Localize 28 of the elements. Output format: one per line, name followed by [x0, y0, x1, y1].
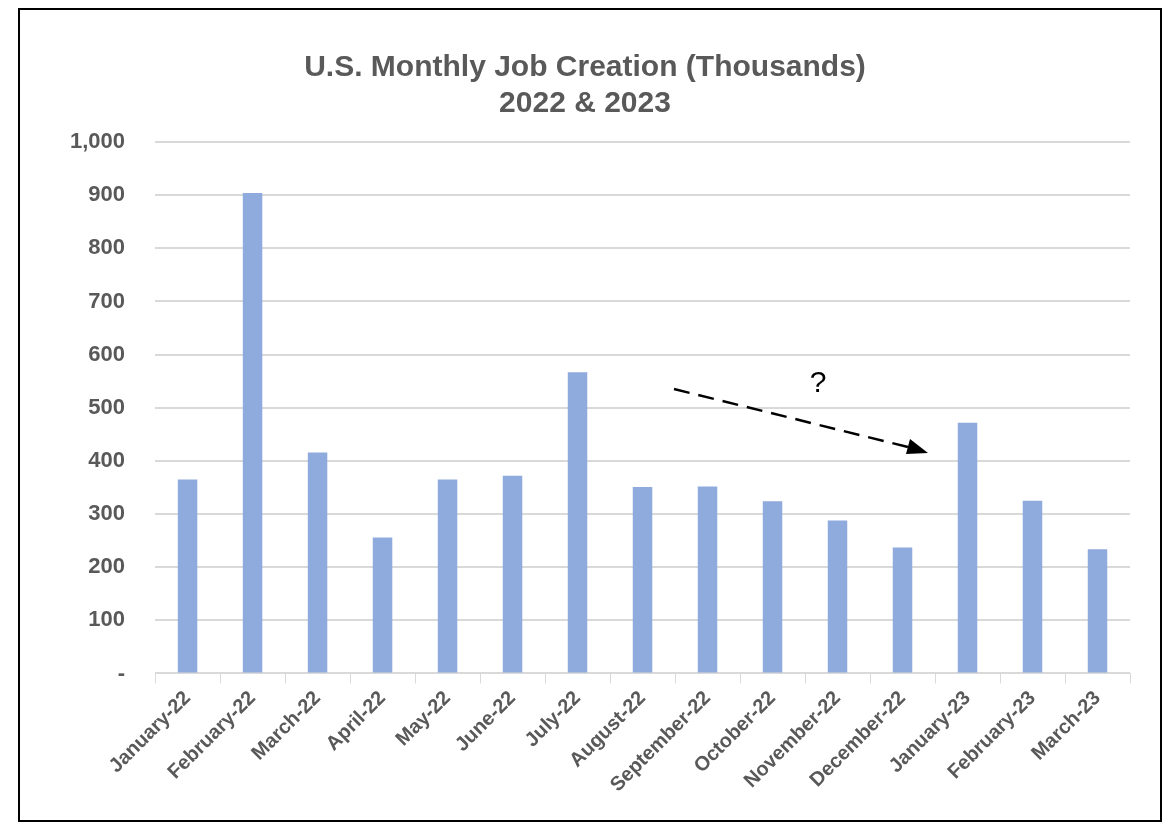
bar	[762, 501, 783, 673]
bar	[502, 475, 523, 673]
bar	[1087, 549, 1108, 673]
y-tick-label: 400	[88, 446, 126, 472]
y-tick-label: 1,000	[69, 128, 126, 154]
chart-title: U.S. Monthly Job Creation (Thousands) 2022 & 2023	[304, 49, 866, 119]
y-tick-label: 900	[88, 181, 126, 207]
y-tick-label: -	[117, 659, 126, 685]
y-tick-label: 700	[88, 287, 126, 313]
y-tick-label: 500	[88, 393, 126, 419]
bar	[697, 486, 718, 673]
bar	[177, 479, 198, 673]
y-tick-label: 300	[88, 500, 126, 526]
y-tick-label: 600	[88, 340, 126, 366]
bar	[827, 520, 848, 673]
bar	[242, 193, 263, 673]
bar	[892, 547, 913, 673]
bar	[307, 452, 328, 673]
bar	[1022, 500, 1043, 673]
bar	[437, 479, 458, 673]
annotation: ?	[809, 365, 827, 399]
bar	[957, 422, 978, 673]
bar	[632, 486, 653, 673]
y-tick-label: 200	[88, 553, 126, 579]
bar	[567, 372, 588, 673]
y-tick-label: 100	[88, 606, 126, 632]
bar	[372, 537, 393, 673]
y-tick-label: 800	[88, 234, 126, 260]
